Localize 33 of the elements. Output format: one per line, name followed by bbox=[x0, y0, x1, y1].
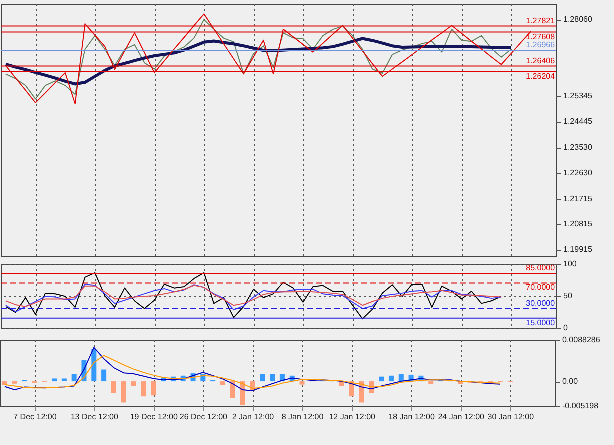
x-tick-label: 7 Dec 12:00 bbox=[14, 412, 58, 422]
ref-line-label: 15.0000 bbox=[526, 318, 556, 328]
y-tick-label: 1.28060 bbox=[564, 15, 593, 24]
y-tick-label: 1.23530 bbox=[564, 143, 593, 152]
ref-line-label: 1.26966 bbox=[526, 40, 556, 50]
y-tick-label: 1.22630 bbox=[564, 168, 593, 178]
x-tick-label: 26 Dec 12:00 bbox=[180, 412, 228, 422]
ref-line-label: 1.27608 bbox=[526, 32, 556, 42]
y-tick-label: 0.0088286 bbox=[562, 336, 601, 344]
x-tick-label: 24 Jan 12:00 bbox=[438, 412, 486, 422]
y-tick-label: 1.19915 bbox=[564, 245, 593, 254]
y-tick-label: 1.21715 bbox=[564, 194, 593, 204]
ref-line-label: 30.0000 bbox=[526, 298, 556, 308]
ref-line-label: 1.27821 bbox=[526, 16, 556, 26]
ref-line-label: 70.0000 bbox=[526, 283, 556, 292]
y-tick-label: 1.24445 bbox=[564, 117, 593, 126]
ref-line-label: 85.0000 bbox=[526, 264, 556, 273]
y-tick-label: 1.25345 bbox=[564, 92, 593, 101]
y-tick-label: 50 bbox=[564, 292, 573, 300]
x-tick-label: 12 Jan 12:00 bbox=[329, 412, 376, 422]
x-tick-label: 19 Dec 12:00 bbox=[130, 412, 178, 422]
y-tick-label: 100 bbox=[564, 260, 578, 268]
x-tick-label: 2 Jan 12:00 bbox=[232, 412, 275, 422]
x-tick-label: 13 Dec 12:00 bbox=[70, 412, 119, 422]
y-tick-label: -0.005198 bbox=[562, 402, 600, 410]
x-tick-label: 8 Jan 12:00 bbox=[282, 412, 324, 422]
x-tick-label: 18 Jan 12:00 bbox=[388, 412, 436, 422]
ref-line-label: 1.26204 bbox=[526, 72, 556, 81]
ref-line-label: 1.26406 bbox=[526, 56, 556, 66]
y-tick-label: 1.20815 bbox=[564, 220, 593, 229]
y-tick-label: 0 bbox=[564, 324, 568, 332]
x-tick-label: 30 Jan 12:00 bbox=[488, 412, 535, 422]
y-tick-label: 0.00 bbox=[562, 377, 579, 386]
